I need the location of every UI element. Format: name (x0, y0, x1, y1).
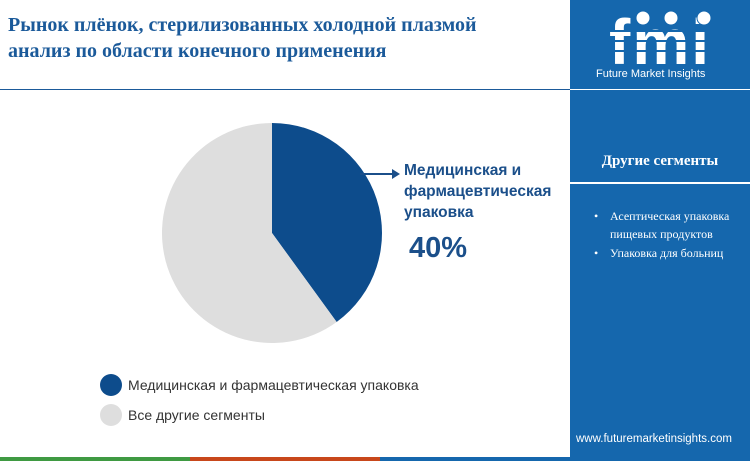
sidebar-divider (570, 89, 750, 90)
callout-line: Медицинская и (404, 162, 522, 179)
list-item: • Асептическая упаковка пищевых продуктов (594, 207, 734, 243)
bottom-bar-orange (190, 457, 380, 461)
callout-label: Медицинская и фармацевтическая упаковка (404, 160, 574, 223)
title-block: Рынок плёнок, стерилизованных холодной п… (0, 0, 570, 90)
pie-slices (161, 123, 382, 343)
pie-slice-0 (272, 123, 382, 322)
globe-icon (696, 10, 712, 26)
page-title: Рынок плёнок, стерилизованных холодной п… (8, 14, 477, 36)
legend-label: Медицинская и фармацевтическая упаковка (128, 377, 419, 393)
callout-value: 40% (409, 232, 468, 264)
pie-slice-1 (161, 123, 337, 343)
list-item-label: Асептическая упаковка пищевых продуктов (610, 209, 730, 241)
bullet-icon: • (594, 209, 599, 223)
sidebar-list: • Асептическая упаковка пищевых продуктов… (594, 207, 734, 263)
logo-tagline: Future Market Insights (596, 68, 706, 80)
legend-label: Все другие сегменты (128, 407, 265, 423)
list-item: • Упаковка для больниц (594, 244, 734, 262)
title-divider (0, 89, 570, 90)
legend-swatch (100, 404, 122, 426)
bottom-bar-blue (380, 457, 750, 461)
bottom-color-bar (0, 457, 750, 461)
logo-letters: fmi (609, 8, 711, 78)
logo-stripes (596, 30, 724, 52)
arrow-head-icon (392, 169, 400, 179)
bullet-icon: • (594, 246, 599, 260)
fmi-logo: fmi (596, 8, 724, 78)
page-subtitle: анализ по области конечного применения (8, 40, 387, 62)
bottom-bar-green (0, 457, 190, 461)
callout-arrow (360, 169, 400, 179)
legend-swatch (100, 374, 122, 396)
callout-line: фармацевтическая (404, 183, 552, 200)
list-item-label: Упаковка для больниц (610, 246, 724, 260)
globe-icon (663, 10, 679, 26)
pie-chart (161, 123, 400, 343)
callout-line: упаковка (404, 204, 474, 221)
sidebar-title: Другие сегменты (601, 153, 719, 169)
website-link[interactable]: www.futuremarketinsights.com (576, 433, 732, 445)
sidebar-title-rule (570, 182, 750, 184)
sidebar (570, 0, 750, 457)
globe-icon (635, 10, 651, 26)
